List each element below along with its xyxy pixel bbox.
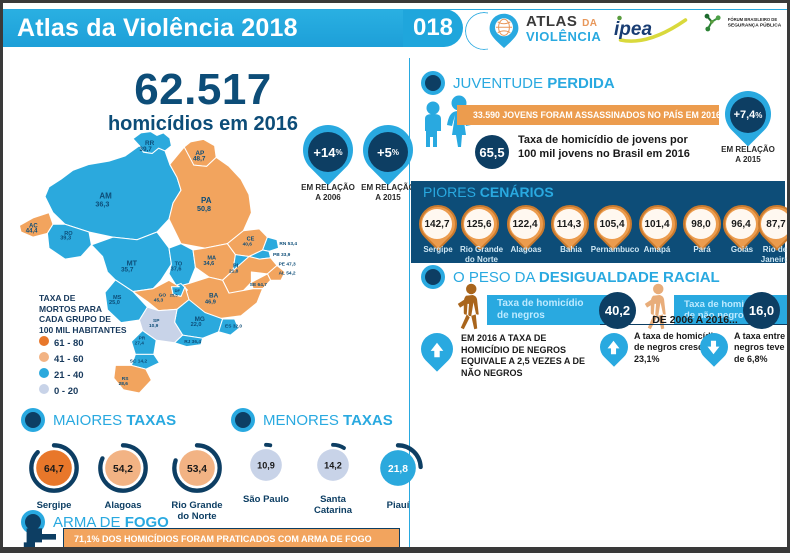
svg-text:53,4: 53,4 — [187, 464, 207, 475]
svg-text:44,4: 44,4 — [26, 229, 38, 235]
svg-text:GO: GO — [159, 292, 167, 298]
svg-text:64,7: 64,7 — [44, 464, 64, 475]
svg-text:14,2: 14,2 — [324, 460, 342, 470]
svg-text:SC 14,2: SC 14,2 — [130, 359, 148, 365]
svg-text:37,6: 37,6 — [171, 267, 182, 273]
svg-text:PI: PI — [233, 263, 239, 269]
svg-text:PB 33,9: PB 33,9 — [273, 252, 291, 258]
svg-text:34,6: 34,6 — [203, 261, 214, 267]
svg-text:22,0: 22,0 — [191, 322, 202, 328]
svg-text:SEGURANÇA PÚBLICA: SEGURANÇA PÚBLICA — [728, 22, 782, 29]
svg-text:RN 53,4: RN 53,4 — [279, 241, 297, 247]
svg-text:25,5: 25,5 — [170, 292, 179, 297]
svg-text:21,8: 21,8 — [388, 464, 408, 475]
svg-text:PE 47,3: PE 47,3 — [279, 261, 296, 267]
svg-text:PR: PR — [139, 335, 146, 341]
svg-text:39,3: 39,3 — [60, 236, 71, 242]
svg-text:35,7: 35,7 — [121, 266, 134, 273]
svg-text:SP: SP — [153, 318, 160, 324]
svg-text:36,3: 36,3 — [95, 199, 109, 208]
svg-text:SE 64,7: SE 64,7 — [250, 282, 267, 288]
svg-text:CE: CE — [247, 236, 255, 242]
svg-text:39,7: 39,7 — [139, 146, 152, 153]
svg-text:ES 32,0: ES 32,0 — [225, 323, 242, 329]
svg-text:27,4: 27,4 — [135, 341, 145, 347]
svg-text:RS: RS — [122, 376, 129, 382]
svg-text:48,7: 48,7 — [193, 156, 206, 163]
svg-text:FÓRUM BRASILEIRO DE: FÓRUM BRASILEIRO DE — [728, 17, 778, 22]
svg-text:BA: BA — [209, 293, 219, 300]
svg-text:46,9: 46,9 — [205, 299, 216, 305]
svg-text:50,8: 50,8 — [197, 204, 211, 213]
svg-text:54,2: 54,2 — [113, 464, 133, 475]
svg-text:10,9: 10,9 — [257, 460, 275, 470]
svg-text:40,6: 40,6 — [243, 242, 253, 248]
svg-text:45,3: 45,3 — [154, 298, 164, 304]
svg-text:ipea: ipea — [614, 19, 652, 40]
svg-text:RJ 36,4: RJ 36,4 — [184, 339, 201, 345]
svg-text:10,9: 10,9 — [149, 323, 159, 329]
svg-text:AL 54,2: AL 54,2 — [279, 271, 296, 277]
svg-text:21,8: 21,8 — [229, 269, 239, 275]
svg-text:28,6: 28,6 — [119, 381, 129, 387]
